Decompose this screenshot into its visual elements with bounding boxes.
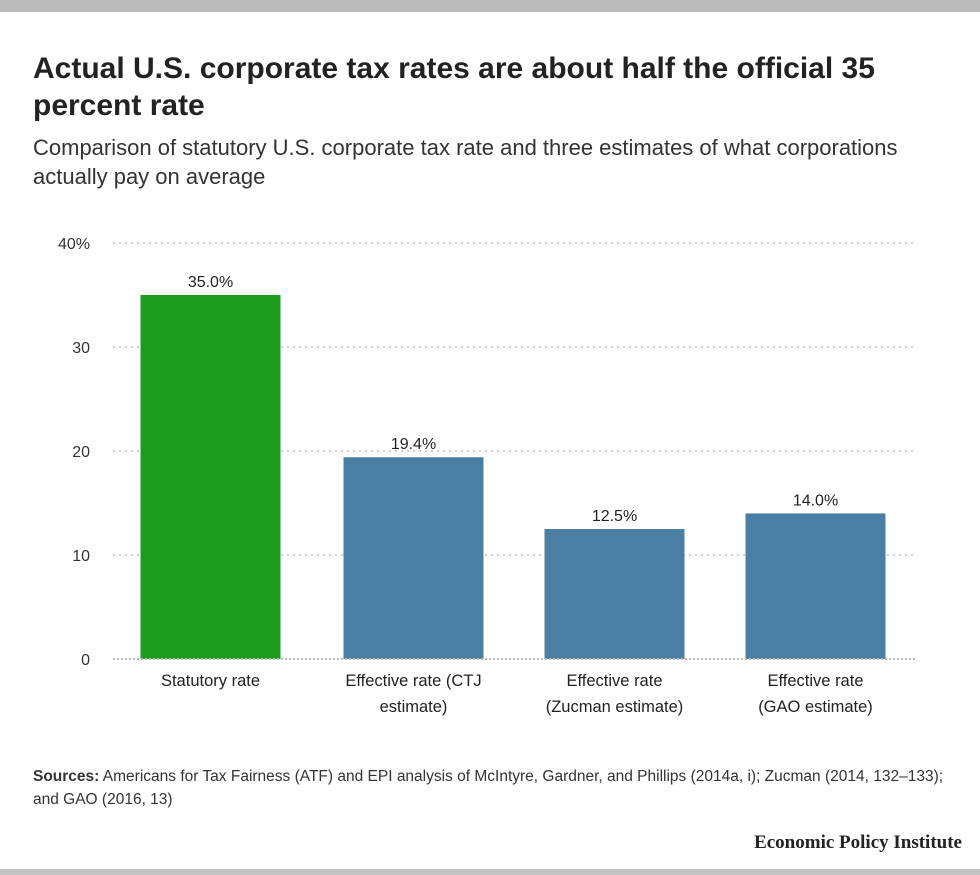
x-tick-label: (GAO estimate) xyxy=(758,698,873,716)
source-note: Sources: Americans for Tax Fairness (ATF… xyxy=(33,765,963,811)
bottom-border xyxy=(0,869,980,875)
bar xyxy=(745,513,886,659)
source-label: Sources: xyxy=(33,768,100,785)
y-tick-label: 10 xyxy=(72,548,90,565)
y-tick-label: 30 xyxy=(72,340,90,357)
x-tick-label: Effective rate xyxy=(567,672,663,690)
data-label: 12.5% xyxy=(592,508,637,525)
top-border xyxy=(0,0,980,12)
bar xyxy=(544,529,685,659)
data-label: 19.4% xyxy=(391,436,436,453)
x-tick-label: estimate) xyxy=(380,698,448,716)
y-tick-label: 40% xyxy=(58,236,90,253)
x-tick-label: Effective rate (CTJ xyxy=(345,672,481,690)
x-tick-label: Effective rate xyxy=(768,672,864,690)
y-tick-label: 20 xyxy=(72,444,90,461)
bar xyxy=(343,457,484,659)
bar-chart: 0 10 20 30 40% 35.0% Statutory rate 19.4% Effect… xyxy=(58,236,915,716)
y-tick-label: 0 xyxy=(81,652,90,669)
epi-logo: Economic Policy Institute xyxy=(754,832,962,853)
chart-title: Actual U.S. corporate tax rates are abou… xyxy=(33,52,875,122)
chart-subtitle: Comparison of statutory U.S. corporate t… xyxy=(33,135,898,189)
data-label: 35.0% xyxy=(188,274,233,291)
x-tick-label: Statutory rate xyxy=(161,672,260,690)
data-label: 14.0% xyxy=(793,492,838,509)
source-text: Americans for Tax Fairness (ATF) and EPI… xyxy=(33,768,944,808)
x-tick-label: (Zucman estimate) xyxy=(546,698,684,716)
bar xyxy=(140,295,281,659)
